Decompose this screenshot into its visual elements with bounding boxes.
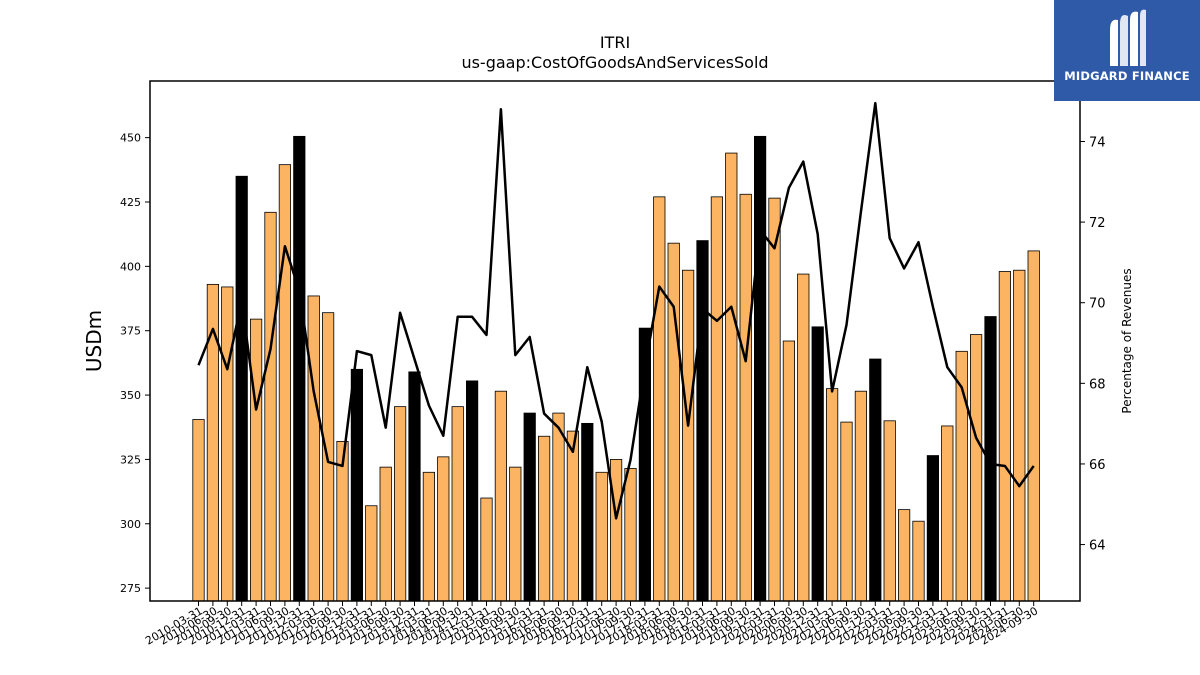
- bar-2018-09-30: [682, 269, 695, 602]
- bar-2018-03-31: [653, 196, 666, 602]
- y2-tick-label: 68: [1089, 377, 1106, 392]
- y2-axis-label: Percentage of Revenues: [1120, 268, 1134, 413]
- bar-2023-03-31: [941, 425, 954, 602]
- bar-2018-06-30: [667, 242, 680, 602]
- bar-series: [192, 135, 1040, 602]
- y-axis-label: USDm: [82, 310, 106, 372]
- bar-2011-03-31: [249, 318, 263, 602]
- y2-tick-label: 64: [1089, 539, 1106, 554]
- bar-2017-06-30: [610, 459, 623, 602]
- y2-tick-label: 66: [1089, 458, 1106, 473]
- y-tick-label: 450: [120, 132, 141, 145]
- chart-title: ITRI: [600, 33, 630, 52]
- bar-2011-12-31: [293, 135, 306, 602]
- bar-2022-06-30: [898, 509, 911, 602]
- x-axis: 2010-03-312010-06-302010-09-302010-12-31…: [143, 601, 1040, 648]
- bar-2013-09-30: [393, 406, 407, 602]
- y2-tick-label: 72: [1089, 216, 1106, 231]
- y-tick-label: 375: [120, 325, 141, 338]
- y-tick-label: 400: [120, 260, 141, 273]
- bar-2020-06-30: [782, 340, 796, 602]
- bar-2019-12-31: [754, 135, 767, 602]
- y-tick-label: 275: [120, 582, 141, 595]
- bar-2016-03-31: [538, 435, 551, 602]
- bar-2023-09-30: [970, 334, 983, 602]
- left-y-axis: 275 300 325 350 375 400 425 450: [120, 132, 150, 595]
- bar-2017-09-30: [624, 468, 637, 602]
- right-y-axis: 64 66 68 70 72 74: [1080, 135, 1106, 554]
- bar-2013-12-31: [408, 371, 421, 602]
- bar-2015-06-30: [494, 390, 508, 602]
- bar-2014-09-30: [451, 406, 464, 602]
- bar-2024-03-31: [998, 271, 1012, 602]
- y2-tick-label: 74: [1089, 135, 1106, 150]
- bar-2012-12-31: [350, 368, 364, 602]
- bar-2010-03-31: [192, 419, 205, 602]
- bar-2016-12-31: [581, 422, 594, 602]
- bar-2010-09-30: [221, 286, 234, 602]
- bar-2016-09-30: [566, 430, 580, 602]
- bar-2017-03-31: [595, 471, 608, 602]
- bar-2015-09-30: [509, 466, 522, 602]
- bar-2020-03-31: [768, 197, 781, 602]
- bar-2019-06-30: [725, 152, 738, 602]
- bar-2024-09-30: [1027, 250, 1040, 602]
- bar-2015-12-31: [523, 412, 536, 602]
- brand-logo: MIDGARD FINANCE: [1054, 0, 1200, 101]
- plot-frame: [149, 80, 1081, 602]
- bar-2011-09-30: [278, 164, 292, 602]
- chart-subtitle: us-gaap:CostOfGoodsAndServicesSold: [461, 53, 768, 72]
- bar-2020-09-30: [797, 273, 810, 602]
- percentage-line-series: [197, 101, 1035, 520]
- bar-2011-06-30: [264, 211, 277, 602]
- bar-2014-12-31: [465, 380, 479, 602]
- bar-2016-06-30: [552, 412, 565, 602]
- bar-2018-12-31: [696, 240, 709, 602]
- bar-2013-06-30: [379, 466, 392, 602]
- bar-2021-09-30: [854, 390, 868, 602]
- y2-tick-label: 70: [1089, 297, 1106, 312]
- bar-2021-03-31: [826, 388, 839, 602]
- bar-2024-06-30: [1013, 269, 1026, 602]
- bar-2014-03-31: [422, 471, 436, 602]
- percentage-line: [197, 101, 1035, 520]
- bar-2022-12-31: [926, 455, 940, 602]
- bar-2014-06-30: [437, 456, 450, 602]
- bar-2021-12-31: [869, 358, 882, 602]
- y-tick-label: 425: [120, 196, 141, 209]
- brand-name: MIDGARD FINANCE: [1064, 69, 1190, 83]
- y-tick-label: 350: [120, 389, 141, 402]
- bar-2022-03-31: [883, 420, 896, 602]
- bar-2013-03-31: [365, 505, 378, 602]
- bar-2010-12-31: [235, 175, 248, 602]
- bar-2019-09-30: [739, 193, 752, 602]
- bar-2020-12-31: [811, 326, 824, 602]
- bar-2022-09-30: [912, 520, 925, 602]
- bar-2012-03-31: [307, 295, 320, 602]
- bar-2015-03-31: [480, 497, 493, 602]
- bar-2019-03-31: [710, 196, 724, 602]
- y-tick-label: 325: [120, 453, 141, 466]
- bar-2021-06-30: [840, 421, 853, 602]
- y-tick-label: 300: [120, 518, 141, 531]
- midgard-logo-icon: [1110, 9, 1146, 67]
